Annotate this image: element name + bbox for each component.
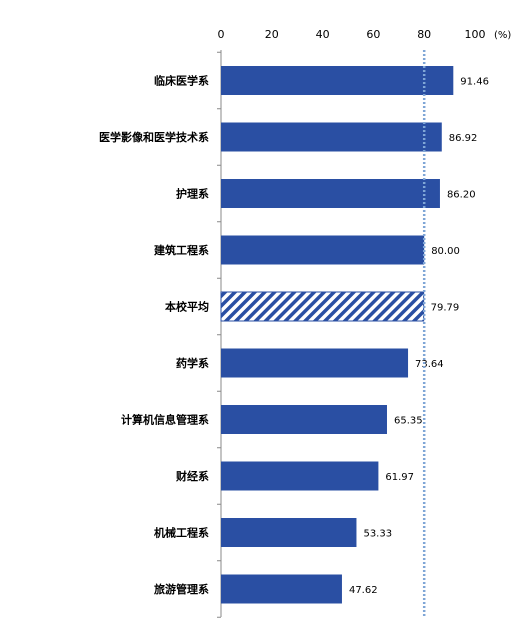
category-label: 医学影像和医学技术系 xyxy=(99,130,209,144)
bar xyxy=(221,518,357,547)
value-label: 80.00 xyxy=(431,246,460,257)
category-label: 财经系 xyxy=(175,469,209,483)
value-label: 73.64 xyxy=(415,359,444,370)
value-label: 47.62 xyxy=(349,585,378,596)
value-label: 79.79 xyxy=(431,303,460,314)
value-label: 65.35 xyxy=(394,416,423,427)
x-tick-labels: 0 20 40 60 80 100 xyxy=(218,28,486,41)
bar xyxy=(221,405,387,434)
x-tick-label: 80 xyxy=(417,28,431,41)
value-label: 86.92 xyxy=(449,133,478,144)
bar xyxy=(221,574,342,604)
value-labels: 91.46 86.92 86.20 80.00 79.79 73.64 65.35 61.97… xyxy=(349,77,489,597)
x-tick-label: 60 xyxy=(366,28,380,41)
category-labels: 临床医学系医学影像和医学技术系护理系建筑工程系本校平均药学系计算机信息管理系财经… xyxy=(99,74,209,597)
value-label: 53.33 xyxy=(363,529,392,540)
bar xyxy=(221,122,442,152)
category-label: 旅游管理系 xyxy=(154,582,209,596)
value-label: 61.97 xyxy=(385,472,414,483)
x-tick-label: 100 xyxy=(465,28,486,41)
unit-label: (%) xyxy=(494,30,511,41)
bar xyxy=(221,66,454,95)
bars xyxy=(220,66,454,604)
category-label: 计算机信息管理系 xyxy=(121,413,209,427)
bar-average xyxy=(220,291,425,322)
x-tick-label: 0 xyxy=(218,28,225,41)
category-label: 机械工程系 xyxy=(154,526,209,540)
category-label: 本校平均 xyxy=(165,300,209,314)
bar xyxy=(221,179,440,208)
axes xyxy=(217,50,222,618)
category-label: 建筑工程系 xyxy=(154,243,209,257)
category-label: 药学系 xyxy=(176,356,209,370)
x-tick-label: 40 xyxy=(316,28,330,41)
value-label: 91.46 xyxy=(460,77,489,88)
category-label: 护理系 xyxy=(176,187,209,201)
value-label: 86.20 xyxy=(447,190,476,201)
bar xyxy=(221,348,409,378)
x-tick-label: 20 xyxy=(265,28,279,41)
bar xyxy=(221,235,425,265)
bar xyxy=(221,461,379,491)
category-label: 临床医学系 xyxy=(154,74,209,88)
